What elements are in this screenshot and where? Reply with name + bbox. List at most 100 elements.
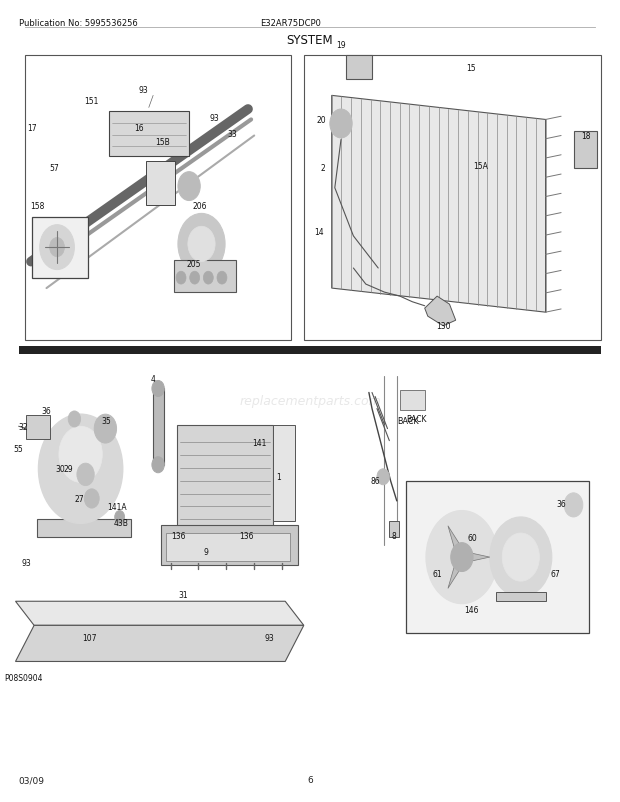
Text: 93: 93: [209, 113, 219, 123]
Text: 1: 1: [277, 472, 281, 482]
Circle shape: [190, 272, 200, 285]
Text: 57: 57: [50, 164, 60, 173]
Text: 32: 32: [19, 422, 29, 431]
Circle shape: [377, 469, 389, 485]
Text: 67: 67: [550, 569, 560, 578]
Text: 36: 36: [556, 499, 566, 508]
Text: 146: 146: [464, 605, 479, 614]
Circle shape: [38, 415, 123, 524]
Text: 15B: 15B: [155, 137, 170, 147]
Text: 9: 9: [203, 547, 208, 557]
Text: E32AR75DCP0: E32AR75DCP0: [260, 19, 321, 28]
Text: 18: 18: [581, 132, 591, 141]
Text: SYSTEM: SYSTEM: [286, 34, 334, 47]
Bar: [496, 592, 546, 602]
Text: 6: 6: [307, 776, 313, 784]
Text: 86: 86: [370, 476, 380, 486]
Text: 141: 141: [252, 438, 267, 448]
Circle shape: [152, 457, 164, 473]
Text: 205: 205: [186, 260, 201, 269]
Circle shape: [178, 172, 200, 201]
Text: 4: 4: [151, 374, 156, 383]
Bar: [166, 533, 290, 561]
Circle shape: [502, 533, 539, 581]
Circle shape: [68, 411, 81, 427]
Text: 30: 30: [56, 464, 66, 474]
Bar: [304, 56, 601, 341]
Circle shape: [77, 464, 94, 486]
Text: 93: 93: [139, 86, 149, 95]
Circle shape: [115, 511, 125, 524]
Text: 03/09: 03/09: [19, 776, 45, 784]
Bar: [32, 218, 88, 278]
Circle shape: [203, 272, 213, 285]
Circle shape: [426, 511, 498, 604]
Text: 61: 61: [432, 569, 442, 578]
Bar: [19, 346, 601, 354]
Polygon shape: [332, 96, 546, 313]
Circle shape: [217, 272, 227, 285]
Bar: [574, 132, 597, 168]
Circle shape: [84, 489, 99, 508]
Text: 130: 130: [436, 322, 451, 331]
Text: BACK: BACK: [397, 416, 419, 426]
Text: 158: 158: [30, 201, 45, 211]
Circle shape: [50, 238, 64, 257]
Circle shape: [330, 110, 352, 139]
Text: 16: 16: [135, 124, 144, 133]
Text: 206: 206: [192, 201, 207, 211]
Bar: [25, 56, 291, 341]
Text: 36: 36: [42, 406, 51, 415]
Text: 2: 2: [320, 164, 325, 173]
Bar: [346, 56, 372, 80]
Circle shape: [40, 225, 74, 270]
Text: 29: 29: [63, 464, 73, 474]
Circle shape: [152, 381, 164, 397]
Circle shape: [178, 214, 225, 275]
Bar: [153, 389, 164, 465]
Text: Publication No: 5995536256: Publication No: 5995536256: [19, 19, 138, 28]
Text: 17: 17: [27, 124, 37, 133]
Text: 60: 60: [467, 533, 477, 542]
Text: 27: 27: [74, 494, 84, 504]
Bar: [26, 415, 50, 439]
Bar: [177, 425, 273, 529]
Text: 151: 151: [84, 97, 99, 107]
Text: P08S0904: P08S0904: [4, 673, 43, 683]
Text: 31: 31: [178, 590, 188, 600]
Polygon shape: [425, 297, 456, 326]
Text: replacementparts.com: replacementparts.com: [239, 395, 381, 407]
Text: 55: 55: [14, 444, 24, 454]
Bar: [161, 525, 298, 565]
Polygon shape: [16, 626, 304, 662]
Polygon shape: [448, 557, 462, 589]
Text: 43B: 43B: [113, 518, 128, 528]
Bar: [273, 425, 294, 521]
Circle shape: [451, 543, 473, 572]
Circle shape: [490, 517, 552, 597]
Text: 107: 107: [82, 633, 97, 642]
Bar: [389, 521, 399, 537]
Text: 136: 136: [171, 531, 186, 541]
Circle shape: [564, 493, 583, 517]
Circle shape: [176, 272, 186, 285]
Circle shape: [59, 427, 102, 483]
Text: BACK: BACK: [406, 414, 427, 423]
Text: 14: 14: [314, 228, 324, 237]
Text: 15A: 15A: [473, 161, 488, 171]
Text: 136: 136: [239, 531, 254, 541]
Text: 141A: 141A: [107, 502, 126, 512]
Polygon shape: [16, 602, 304, 626]
Text: 93: 93: [265, 633, 275, 642]
Text: 15: 15: [466, 63, 476, 73]
Circle shape: [94, 415, 117, 444]
Polygon shape: [448, 526, 462, 557]
Text: 19: 19: [336, 41, 346, 51]
Bar: [37, 520, 131, 537]
Text: 35: 35: [102, 416, 112, 426]
Circle shape: [188, 227, 215, 262]
Polygon shape: [462, 553, 490, 562]
Bar: [108, 112, 189, 156]
Bar: [174, 261, 236, 293]
Bar: [406, 481, 589, 634]
